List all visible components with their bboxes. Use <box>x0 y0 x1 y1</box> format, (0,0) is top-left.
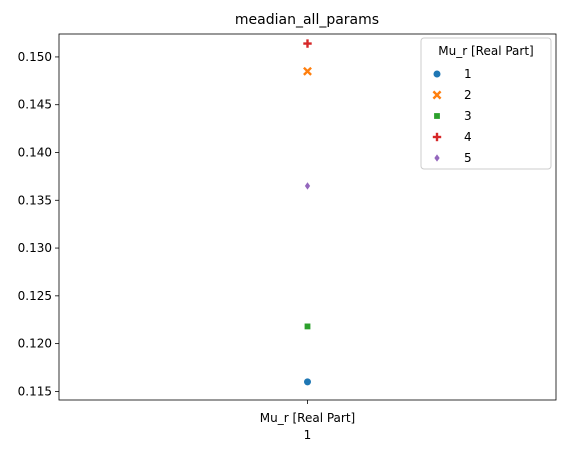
legend-label: 3 <box>464 109 472 123</box>
legend-marker-5 <box>433 153 441 163</box>
legend-marker-1 <box>432 69 442 79</box>
plot-frame <box>58 33 557 401</box>
y-axis: 0.115 0.120 0.125 0.130 0.135 0.140 0.145 0.150 <box>18 50 59 398</box>
legend-label: 4 <box>464 130 472 144</box>
data-point-series-2 <box>303 66 312 76</box>
data-point-series-5 <box>304 181 311 191</box>
x-axis: Mu_r [Real Part] 1 <box>260 400 355 442</box>
legend-marker-2 <box>432 90 442 100</box>
legend-marker-3 <box>433 112 441 120</box>
x-tick-label: Mu_r [Real Part] <box>260 411 355 425</box>
y-tick-label: 0.145 <box>18 98 52 112</box>
y-tick-label: 0.150 <box>18 50 52 64</box>
data-points <box>303 39 312 386</box>
chart-title: meadian_all_params <box>235 12 379 28</box>
y-tick-label: 0.130 <box>18 241 52 255</box>
legend-title: Mu_r [Real Part] <box>438 44 533 58</box>
legend-label: 2 <box>464 88 472 102</box>
y-tick-label: 0.135 <box>18 193 52 207</box>
data-point-series-4 <box>303 39 312 48</box>
legend-label: 5 <box>464 151 472 165</box>
legend: Mu_r [Real Part] 1 2 3 4 5 <box>420 37 552 170</box>
legend-box <box>420 37 552 170</box>
y-tick-label: 0.115 <box>18 384 52 398</box>
y-tick-label: 0.120 <box>18 337 52 351</box>
legend-label: 1 <box>464 67 472 81</box>
y-tick-label: 0.125 <box>18 289 52 303</box>
x-axis-label: 1 <box>304 428 312 442</box>
data-point-series-3 <box>303 322 311 330</box>
data-point-series-1 <box>303 377 312 386</box>
legend-marker-4 <box>432 132 442 142</box>
y-tick-label: 0.140 <box>18 145 52 159</box>
